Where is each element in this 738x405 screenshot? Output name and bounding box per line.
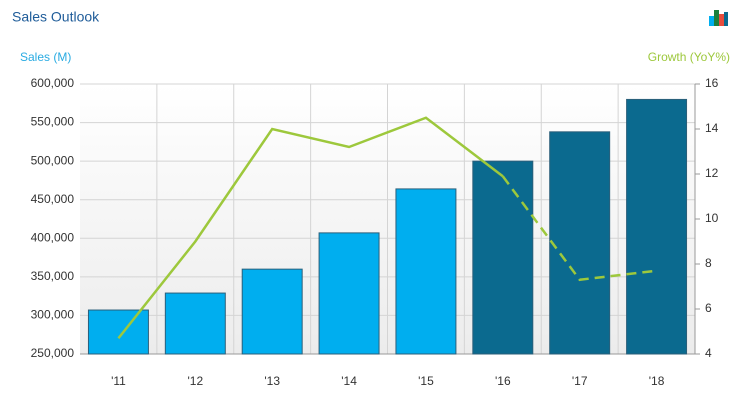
y2-tick-label: 12: [705, 166, 719, 180]
x-tick-label: '15: [418, 374, 434, 388]
chart-title: Sales Outlook: [12, 9, 100, 25]
y2-tick-label: 6: [705, 301, 712, 315]
bar: [549, 131, 611, 355]
y-tick-label: 350,000: [31, 269, 75, 283]
bar: [241, 268, 303, 355]
y-tick-label: 600,000: [31, 76, 75, 90]
y2-tick-label: 10: [705, 211, 719, 225]
growth-line: [117, 116, 504, 340]
x-tick-label: '18: [649, 374, 665, 388]
x-tick-label: '12: [187, 374, 203, 388]
y2-axis-label: Growth (YoY%): [648, 50, 730, 64]
bar: [87, 309, 149, 355]
bar: [395, 188, 457, 355]
y-tick-label: 450,000: [31, 192, 75, 206]
y2-tick-label: 14: [705, 121, 719, 135]
bar: [626, 98, 688, 355]
chart-icon[interactable]: [709, 10, 728, 26]
y-tick-label: 250,000: [31, 346, 75, 360]
bar: [164, 292, 226, 355]
x-tick-label: '17: [572, 374, 588, 388]
x-tick-label: '16: [495, 374, 511, 388]
y-axis-label: Sales (M): [20, 50, 71, 64]
growth-line: [501, 175, 657, 282]
y-tick-label: 300,000: [31, 308, 75, 322]
bar: [318, 232, 380, 355]
y2-tick-label: 16: [705, 76, 719, 90]
bar: [472, 160, 534, 355]
y2-tick-label: 8: [705, 256, 712, 270]
x-tick-label: '14: [341, 374, 357, 388]
y-tick-label: 400,000: [31, 230, 75, 244]
y-tick-label: 550,000: [31, 115, 75, 129]
y2-tick-label: 4: [705, 346, 712, 360]
y-tick-label: 500,000: [31, 153, 75, 167]
x-tick-label: '13: [264, 374, 280, 388]
x-tick-label: '11: [111, 374, 126, 388]
